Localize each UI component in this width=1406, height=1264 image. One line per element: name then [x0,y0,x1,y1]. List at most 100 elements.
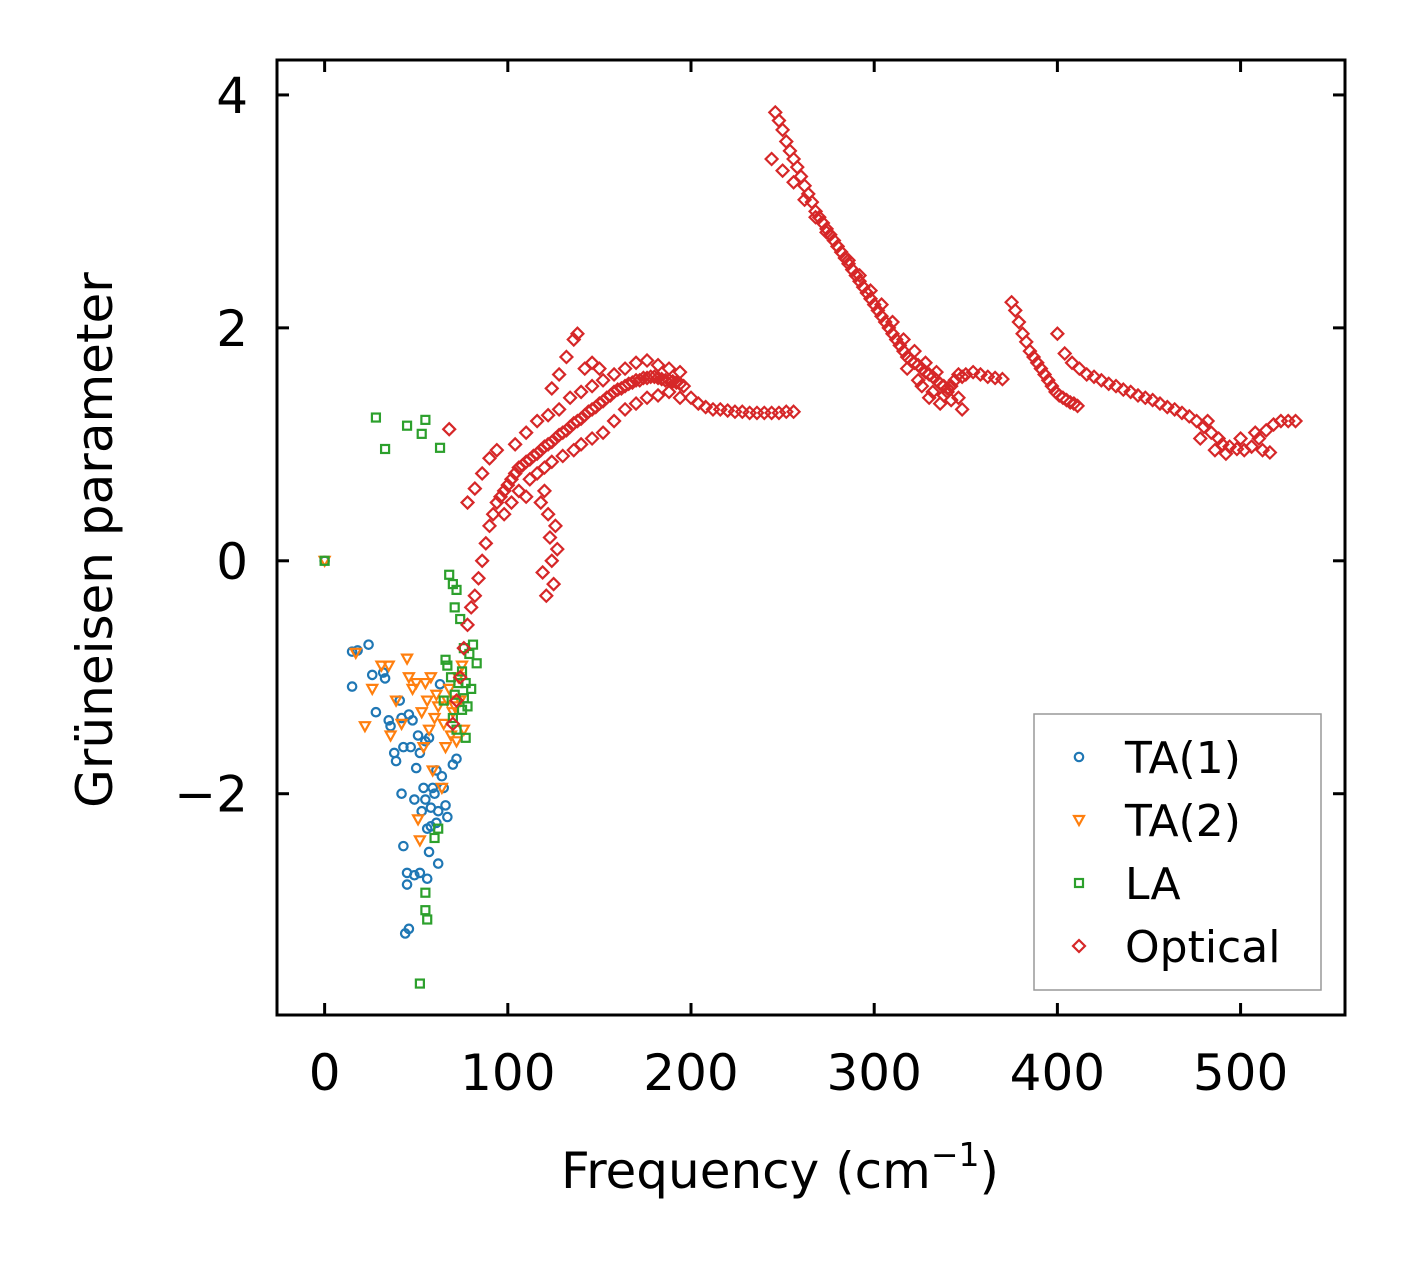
point-optical [632,372,648,388]
legend-label-ta-1: TA(1) [1124,733,1241,784]
point-ta-2- [358,721,372,734]
point-optical [1167,401,1183,417]
point-optical [1011,314,1027,330]
point-optical [489,495,505,511]
point-ta-1- [407,715,418,726]
point-optical [503,471,520,487]
point-ta-1- [412,730,424,741]
point-ta-2- [435,782,449,796]
point-optical [906,343,923,359]
point-optical [485,506,501,522]
point-optical [1181,408,1197,424]
x-axis-label-tail: ) [980,1142,1000,1200]
point-optical [538,588,554,604]
legend-label-ta-2: TA(2) [1124,796,1241,847]
point-optical [822,227,838,243]
point-optical [650,370,666,386]
point-ta-1- [346,681,358,692]
point-optical [808,203,824,219]
point-ta-1- [405,741,417,753]
point-optical [1130,387,1146,403]
point-optical [1115,382,1131,398]
point-ta-2- [422,724,436,737]
point-optical [895,331,912,348]
point-la [462,701,473,712]
point-ta-2- [414,707,429,720]
x-tick-label: 100 [460,1044,555,1102]
point-optical [1007,302,1023,318]
point-la [438,695,449,706]
point-optical [650,357,666,373]
point-optical [775,122,791,138]
point-ta-1- [440,800,451,811]
point-optical [544,553,560,569]
series-ta-2- [317,555,471,848]
point-optical [786,404,802,420]
point-optical [533,495,549,511]
point-la [442,660,453,671]
point-ta-1- [398,840,409,852]
point-optical [840,252,857,268]
point-optical [518,425,534,441]
point-optical [496,506,512,522]
point-ta-1- [385,720,396,732]
point-ta-1- [409,869,420,881]
point-optical [617,361,633,377]
point-ta-2- [365,683,380,697]
point-optical [1062,394,1078,410]
point-optical [584,430,600,447]
point-optical [1033,361,1049,377]
point-ta-2- [402,672,416,685]
point-optical [1174,405,1190,421]
point-ta-1- [431,817,442,829]
point-ta-2- [420,695,435,708]
point-optical [881,320,897,336]
point-optical [873,308,890,324]
point-optical [936,387,952,403]
point-optical [518,489,534,505]
point-optical [1093,372,1109,388]
point-ta-1- [432,805,444,817]
point-optical [463,599,479,615]
point-optical [551,401,567,417]
series-ta-1- [319,555,462,939]
point-optical [797,192,813,208]
point-optical [624,375,640,391]
point-optical [573,436,589,452]
point-optical [950,390,967,406]
point-optical [529,446,545,462]
point-optical [972,366,989,383]
point-optical [811,209,827,225]
point-ta-2- [442,683,457,697]
point-optical [661,361,677,377]
point-optical [954,369,970,385]
point-la [420,887,431,898]
point-optical [551,366,567,383]
point-optical [467,588,483,604]
point-ta-1- [363,639,374,650]
y-tick-label: 2 [216,300,248,358]
point-ta-1- [427,782,439,794]
point-ta-2- [427,712,442,726]
point-optical [668,375,684,391]
point-optical [474,465,490,482]
point-optical [467,481,483,497]
legend-marker-ta-1 [1073,751,1085,763]
point-optical [646,369,662,385]
x-axis-label-superscript: −1 [931,1135,980,1174]
point-ta-2- [416,742,431,755]
x-tick-label: 200 [643,1044,738,1102]
point-optical [544,434,560,450]
point-optical [481,518,498,534]
point-optical [910,372,926,388]
point-optical [1022,343,1038,359]
point-optical [481,450,498,466]
point-optical [833,244,849,260]
point-optical [628,396,644,412]
point-ta-1- [414,867,426,879]
point-ta-1- [388,747,400,759]
point-ta-2- [449,736,464,749]
point-optical [1044,378,1060,394]
point-optical [672,364,688,380]
point-optical [892,337,908,353]
